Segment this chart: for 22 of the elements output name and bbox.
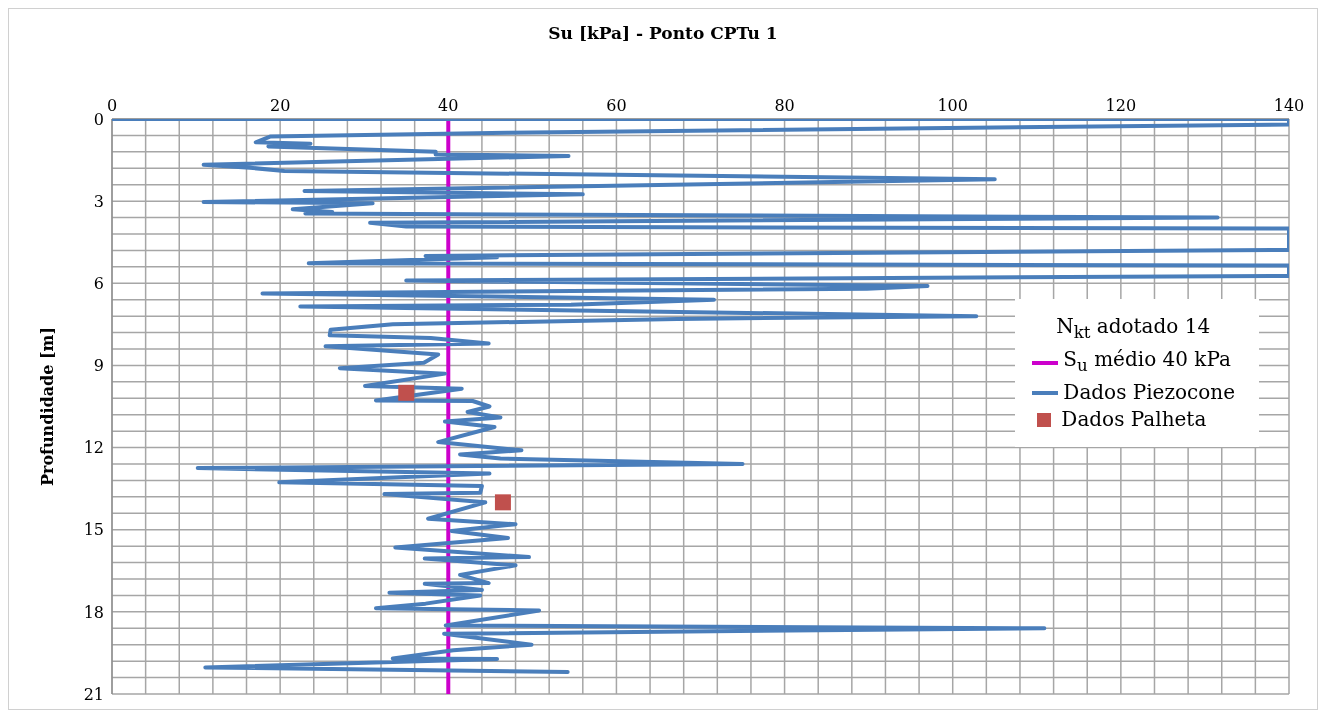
- x-tick-label: 40: [438, 96, 459, 115]
- y-tick-label: 0: [93, 109, 104, 129]
- legend-label: S$_{u}$ médio 40 kPa: [1063, 346, 1231, 377]
- y-tick-label: 18: [83, 602, 104, 622]
- y-tick-label: 9: [93, 356, 104, 376]
- x-tick-label: 0: [106, 96, 118, 115]
- x-tick-label: 20: [269, 96, 291, 115]
- y-tick-label: 6: [93, 273, 104, 293]
- y-tick-label: 3: [93, 191, 104, 211]
- y-tick-label: 21: [83, 684, 104, 704]
- x-tick-label: 140: [1273, 96, 1305, 115]
- y-tick-label: 15: [83, 520, 104, 540]
- legend-label: Dados Piezocone: [1063, 379, 1235, 406]
- y-axis-title: Profundidade [m]: [37, 326, 57, 487]
- legend-label: Dados Palheta: [1061, 406, 1207, 433]
- x-tick-label: 60: [606, 96, 627, 115]
- x-tick-label: 100: [937, 96, 968, 115]
- y-tick-label: 12: [83, 438, 104, 458]
- x-tick-label: 80: [774, 96, 795, 115]
- x-tick-label: 120: [1105, 96, 1137, 115]
- chart-title: Su [kPa] - Ponto CPTu 1: [547, 23, 779, 43]
- legend-title: N$_{kt}$ adotado 14: [1055, 313, 1212, 344]
